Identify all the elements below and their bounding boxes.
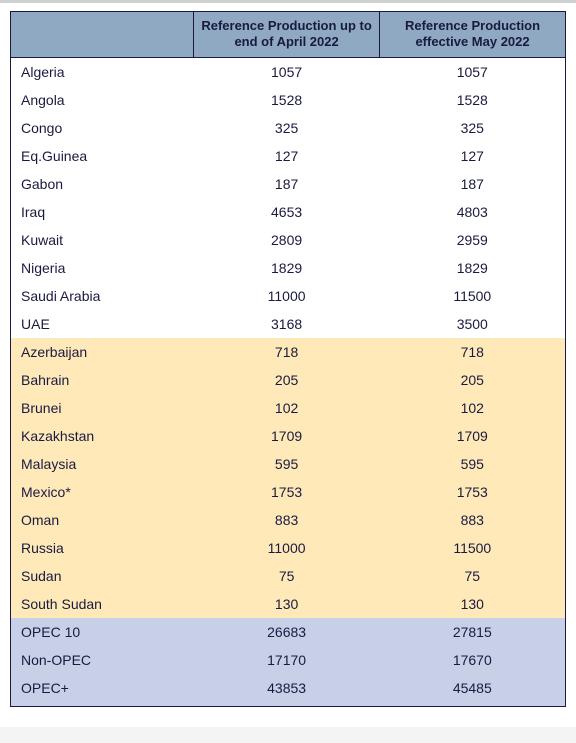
cell-value-april: 325 <box>194 114 380 142</box>
table-row: Russia1100011500 <box>11 534 566 562</box>
table-row: Mexico*17531753 <box>11 478 566 506</box>
cell-country: Mexico* <box>11 478 194 506</box>
cell-country: Kuwait <box>11 226 194 254</box>
table-row: Sudan7575 <box>11 562 566 590</box>
cell-value-may: 595 <box>380 450 566 478</box>
cell-value-april: 26683 <box>194 618 380 646</box>
cell-value-may: 3500 <box>380 310 566 338</box>
table-row: Eq.Guinea127127 <box>11 142 566 170</box>
table-row: Angola15281528 <box>11 86 566 114</box>
table-row: Kuwait28092959 <box>11 226 566 254</box>
cell-country: Gabon <box>11 170 194 198</box>
cell-value-april: 17170 <box>194 646 380 674</box>
cell-value-may: 17670 <box>380 646 566 674</box>
table-row: Congo325325 <box>11 114 566 142</box>
table-row: Iraq46534803 <box>11 198 566 226</box>
cell-value-april: 883 <box>194 506 380 534</box>
cell-value-may: 1753 <box>380 478 566 506</box>
cell-value-april: 1709 <box>194 422 380 450</box>
col-header-may-2022: Reference Production effective May 2022 <box>380 12 566 58</box>
cell-value-april: 205 <box>194 366 380 394</box>
cell-value-may: 11500 <box>380 282 566 310</box>
cell-value-april: 718 <box>194 338 380 366</box>
cell-value-april: 595 <box>194 450 380 478</box>
cell-value-may: 127 <box>380 142 566 170</box>
cell-value-may: 11500 <box>380 534 566 562</box>
cell-country: Azerbaijan <box>11 338 194 366</box>
cell-value-april: 43853 <box>194 674 380 707</box>
cell-value-april: 2809 <box>194 226 380 254</box>
cell-value-may: 27815 <box>380 618 566 646</box>
table-row: Nigeria18291829 <box>11 254 566 282</box>
cell-value-may: 187 <box>380 170 566 198</box>
cell-value-april: 11000 <box>194 282 380 310</box>
table-row: UAE31683500 <box>11 310 566 338</box>
cell-value-april: 1057 <box>194 57 380 86</box>
table-row: Azerbaijan718718 <box>11 338 566 366</box>
cell-value-april: 1829 <box>194 254 380 282</box>
cell-country: South Sudan <box>11 590 194 618</box>
cell-country: Sudan <box>11 562 194 590</box>
cell-value-april: 11000 <box>194 534 380 562</box>
cell-country: Non-OPEC <box>11 646 194 674</box>
cell-value-may: 718 <box>380 338 566 366</box>
table-header-row: Reference Production up to end of April … <box>11 12 566 58</box>
cell-value-may: 102 <box>380 394 566 422</box>
cell-value-may: 4803 <box>380 198 566 226</box>
cell-country: Brunei <box>11 394 194 422</box>
table-row: Kazakhstan17091709 <box>11 422 566 450</box>
cell-value-may: 1829 <box>380 254 566 282</box>
table-row: Non-OPEC1717017670 <box>11 646 566 674</box>
cell-value-may: 75 <box>380 562 566 590</box>
cell-country: OPEC 10 <box>11 618 194 646</box>
cell-value-may: 1709 <box>380 422 566 450</box>
cell-country: Nigeria <box>11 254 194 282</box>
cell-value-april: 102 <box>194 394 380 422</box>
cell-country: Iraq <box>11 198 194 226</box>
col-header-empty <box>11 12 194 58</box>
cell-country: Eq.Guinea <box>11 142 194 170</box>
cell-value-may: 205 <box>380 366 566 394</box>
cell-country: Angola <box>11 86 194 114</box>
cell-value-may: 325 <box>380 114 566 142</box>
cell-value-may: 2959 <box>380 226 566 254</box>
table-row: Gabon187187 <box>11 170 566 198</box>
cell-country: Congo <box>11 114 194 142</box>
production-table: Reference Production up to end of April … <box>10 11 566 707</box>
cell-value-april: 1528 <box>194 86 380 114</box>
cell-country: OPEC+ <box>11 674 194 707</box>
cell-country: Oman <box>11 506 194 534</box>
cell-country: Malaysia <box>11 450 194 478</box>
table-row: OPEC 102668327815 <box>11 618 566 646</box>
table-row: South Sudan130130 <box>11 590 566 618</box>
cell-value-april: 127 <box>194 142 380 170</box>
table-row: Brunei102102 <box>11 394 566 422</box>
cell-country: Bahrain <box>11 366 194 394</box>
cell-value-april: 4653 <box>194 198 380 226</box>
cell-country: Russia <box>11 534 194 562</box>
table-row: Oman883883 <box>11 506 566 534</box>
col-header-april-2022: Reference Production up to end of April … <box>194 12 380 58</box>
cell-value-april: 130 <box>194 590 380 618</box>
table-body: Algeria10571057Angola15281528Congo325325… <box>11 57 566 706</box>
cell-value-may: 883 <box>380 506 566 534</box>
cell-value-april: 1753 <box>194 478 380 506</box>
cell-country: Kazakhstan <box>11 422 194 450</box>
cell-value-may: 1057 <box>380 57 566 86</box>
cell-value-may: 130 <box>380 590 566 618</box>
table-row: Algeria10571057 <box>11 57 566 86</box>
table-row: OPEC+4385345485 <box>11 674 566 707</box>
cell-country: Algeria <box>11 57 194 86</box>
cell-country: UAE <box>11 310 194 338</box>
cell-value-may: 45485 <box>380 674 566 707</box>
table-row: Saudi Arabia1100011500 <box>11 282 566 310</box>
table-row: Malaysia595595 <box>11 450 566 478</box>
cell-value-april: 187 <box>194 170 380 198</box>
table-row: Bahrain205205 <box>11 366 566 394</box>
cell-value-may: 1528 <box>380 86 566 114</box>
cell-country: Saudi Arabia <box>11 282 194 310</box>
cell-value-april: 3168 <box>194 310 380 338</box>
cell-value-april: 75 <box>194 562 380 590</box>
page-container: Reference Production up to end of April … <box>0 0 576 727</box>
